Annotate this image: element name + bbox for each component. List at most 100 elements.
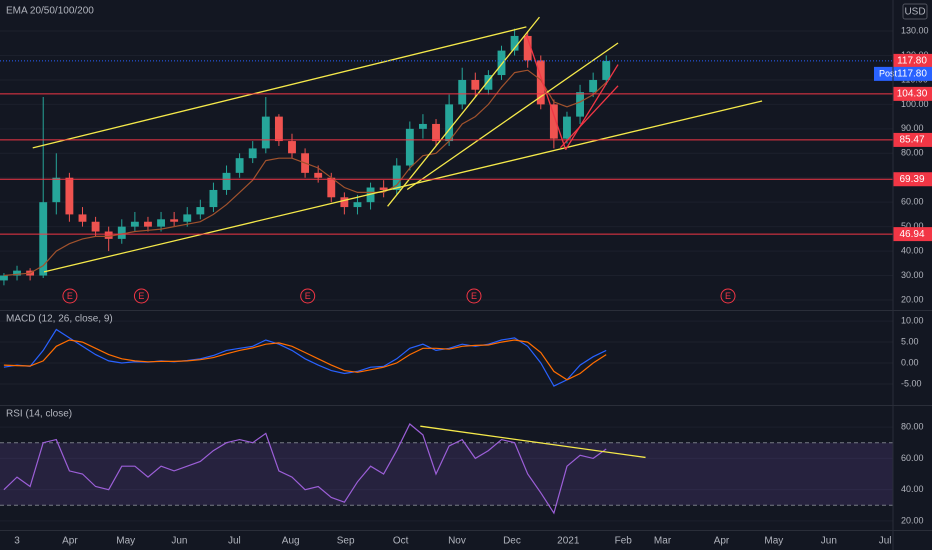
y-tick-label: 10.00: [901, 315, 924, 325]
y-tick-label: 90.00: [901, 123, 924, 133]
x-tick-label: Oct: [393, 536, 409, 547]
y-tick-label: 60.00: [901, 197, 924, 207]
ema-line: [3, 69, 607, 277]
candle-body: [209, 189, 218, 208]
macd-title: MACD (12, 26, close, 9): [6, 314, 113, 325]
candle-body: [458, 79, 467, 105]
candle-body: [52, 177, 61, 203]
candle-body: [0, 275, 8, 281]
y-tick-label: 80.00: [901, 148, 924, 158]
level-box: [893, 227, 932, 242]
level-label: 85.47: [899, 135, 924, 146]
candle-body: [432, 123, 440, 142]
candle-body: [196, 207, 205, 215]
x-tick-label: Apr: [62, 536, 78, 547]
last-price-box: [893, 53, 932, 68]
x-tick-label: Mar: [654, 536, 672, 547]
candle-body: [170, 219, 179, 222]
candle-body: [471, 79, 480, 90]
candle-body: [13, 270, 21, 276]
x-tick-label: May: [764, 536, 783, 547]
candle-body: [274, 116, 283, 142]
trend-line: [406, 42, 619, 191]
candle-body: [379, 187, 388, 190]
trend-line: [420, 425, 646, 459]
level-label: 104.30: [897, 89, 928, 100]
trend-line: [32, 26, 527, 149]
candle-body: [235, 158, 244, 173]
earnings-label: E: [138, 291, 144, 301]
x-tick-label: Feb: [615, 536, 633, 547]
candle-body: [510, 35, 519, 51]
y-tick-label: 40.00: [901, 245, 924, 255]
trend-line: [559, 85, 619, 149]
candle-body: [222, 172, 231, 190]
x-tick-label: Sep: [337, 536, 355, 547]
x-tick-label: Nov: [448, 536, 466, 547]
y-tick-label: 100.00: [901, 99, 929, 109]
candle-body: [65, 177, 74, 215]
candle-body: [392, 165, 401, 190]
candle-body: [497, 50, 506, 76]
level-box: [893, 172, 932, 187]
indicator-line: [3, 339, 607, 381]
level-box: [893, 86, 932, 101]
candle-body: [91, 221, 100, 232]
earnings-label: E: [725, 291, 731, 301]
candle-body: [536, 60, 545, 105]
candle-body: [78, 214, 87, 222]
x-tick-label: 2021: [557, 536, 580, 547]
currency-box[interactable]: [902, 3, 928, 20]
candle-body: [314, 172, 323, 178]
candle-body: [419, 123, 427, 129]
indicator-line: [3, 423, 607, 515]
earnings-marker: [62, 288, 78, 304]
x-tick-label: Dec: [503, 536, 521, 547]
candle-body: [327, 177, 336, 198]
candle-body: [248, 148, 257, 159]
candle-body: [117, 226, 126, 239]
price-pane-title: EMA 20/50/100/200: [6, 6, 94, 17]
candle-body: [144, 221, 152, 227]
x-tick-label: Jun: [821, 536, 837, 547]
candle-body: [576, 92, 584, 117]
candle-body: [445, 104, 454, 142]
candle-body: [549, 104, 558, 139]
y-tick-label: 130.00: [901, 25, 929, 35]
y-tick-label: 5.00: [901, 336, 919, 346]
candle-body: [104, 231, 113, 239]
earnings-label: E: [305, 291, 311, 301]
rsi-title: RSI (14, close): [6, 409, 72, 420]
candle-body: [589, 79, 598, 93]
y-tick-label: 30.00: [901, 270, 924, 280]
trend-line: [565, 64, 619, 150]
x-tick-label: Aug: [282, 536, 300, 547]
last-price-label: 117.80: [897, 56, 927, 67]
candle-body: [130, 221, 139, 227]
y-tick-label: 20.00: [901, 515, 924, 525]
candle-body: [523, 35, 532, 61]
x-tick-label: Jul: [228, 536, 241, 547]
y-tick-label: 50.00: [901, 221, 924, 231]
level-label: 69.39: [899, 174, 924, 185]
x-tick-label: 3: [14, 536, 20, 547]
earnings-marker: [720, 288, 736, 304]
trend-line: [525, 34, 567, 150]
candle-body: [157, 219, 165, 227]
y-tick-label: 80.00: [901, 421, 924, 431]
y-tick-label: 40.00: [901, 484, 924, 494]
earnings-label: E: [471, 291, 477, 301]
trend-line: [387, 16, 540, 207]
indicator-line: [3, 328, 607, 387]
candle-body: [353, 202, 362, 208]
candle-body: [563, 116, 571, 139]
candle-body: [484, 75, 493, 90]
candle-body: [183, 214, 192, 222]
earnings-marker: [466, 288, 482, 304]
y-tick-label: 0.00: [901, 357, 919, 367]
marks-layer: [0, 28, 893, 515]
candle-body: [602, 60, 611, 80]
candle-body: [39, 202, 48, 276]
candle-body: [261, 116, 270, 149]
